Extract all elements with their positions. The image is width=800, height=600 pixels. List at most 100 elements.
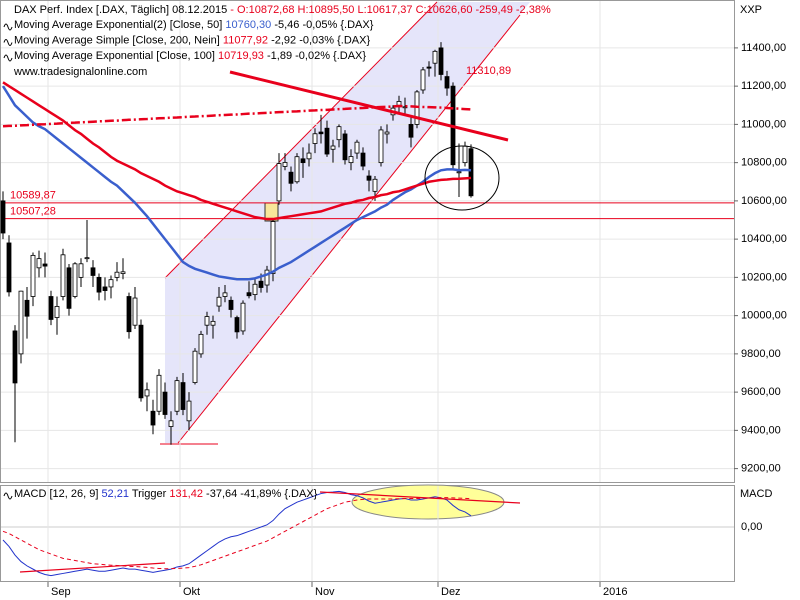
y-tick-label: 9200,00 <box>741 463 781 475</box>
legend-change: -37,64 -41,89% {.DAX} <box>206 488 318 500</box>
candle-body <box>462 145 468 164</box>
candle-body <box>246 292 252 297</box>
macd-axis-label: MACD <box>740 488 772 500</box>
legend-icon <box>3 23 13 31</box>
candle-body <box>210 320 216 326</box>
level-label: 10589,87 <box>10 190 56 202</box>
y-tick-label: 11400,00 <box>741 42 786 54</box>
highlight-circle <box>424 145 500 211</box>
legend-name: Moving Average Exponential(2) [Close, 50… <box>14 19 222 31</box>
line <box>2 104 472 128</box>
y-tick-label: 9400,00 <box>741 424 781 436</box>
legend-name: Moving Average Simple [Close, 200, Nein] <box>14 34 220 46</box>
candle-body <box>372 178 378 192</box>
candle-body <box>144 389 150 397</box>
candle-body <box>126 296 132 333</box>
candle-body <box>432 50 438 64</box>
candle-body <box>180 382 186 410</box>
unit-label: XXP <box>740 4 762 16</box>
x-tick-label: Sep <box>51 586 71 598</box>
candle-body <box>12 330 18 384</box>
legend-entry: Moving Average Exponential(2) [Close, 50… <box>14 19 374 31</box>
legend-icon <box>3 54 13 62</box>
legend-change: -1,89 -0,02% {.DAX} <box>267 50 366 62</box>
y-tick-label: 10600,00 <box>741 195 787 207</box>
candle-body <box>468 148 474 197</box>
candle-body <box>198 333 204 355</box>
candle-body <box>408 123 414 138</box>
line <box>2 81 472 221</box>
candle-body <box>360 152 366 167</box>
candle-body <box>264 269 270 286</box>
candle-body <box>36 258 42 269</box>
candle-body <box>300 158 306 164</box>
candle-body <box>330 145 336 150</box>
candle-body <box>108 279 114 288</box>
annotation: 11310,89 <box>466 65 511 77</box>
candle-body <box>282 162 288 167</box>
source: www.tradesignalonline.com <box>13 66 147 78</box>
candle-body <box>120 271 126 274</box>
candle-body <box>138 324 144 399</box>
legend-icon <box>3 492 13 500</box>
y-tick-label: 11000,00 <box>741 118 786 130</box>
candle-body <box>276 163 282 202</box>
candle-body <box>186 400 192 422</box>
level-label: 10507,28 <box>10 206 56 218</box>
candle-body <box>228 299 234 310</box>
macd-trend-line <box>319 491 521 504</box>
candle-body <box>324 127 330 155</box>
legend-entry: Moving Average Simple [Close, 200, Nein]… <box>14 34 370 46</box>
legend-name: MACD [12, 26, 9] <box>14 488 98 500</box>
candle-body <box>366 175 372 181</box>
candle-body <box>252 283 258 295</box>
candle-body <box>288 171 294 184</box>
candle-body <box>84 257 90 260</box>
candle-body <box>216 296 222 307</box>
candle-body <box>396 101 402 106</box>
candle-body <box>162 391 168 415</box>
legend-entry: Moving Average Exponential [Close, 100] … <box>14 50 366 62</box>
plot: 9200,00 9400,00 9600,00 9800,00 10000,00 1020… <box>0 1 787 598</box>
candle-body <box>156 374 162 412</box>
x-tick-label: Dez <box>441 586 461 598</box>
candle-body <box>24 299 30 317</box>
y-tick-label: 0,00 <box>741 521 762 533</box>
legend-value: 131,42 <box>169 488 203 500</box>
title: DAX Perf. Index [.DAX, Täglich] 08.12.20… <box>14 4 227 16</box>
candle-body <box>306 152 312 160</box>
candle-body <box>318 131 324 135</box>
candle-body <box>294 156 300 183</box>
candle-body <box>6 242 12 293</box>
candle-body <box>204 316 210 326</box>
legend-value: 52,21 <box>101 488 129 500</box>
x-tick-label: 2016 <box>603 586 627 598</box>
candle-body <box>426 66 432 69</box>
y-tick-label: 11200,00 <box>741 80 786 92</box>
candle-body <box>174 380 180 412</box>
candle-body <box>336 126 342 141</box>
legend-icon <box>3 39 13 46</box>
legend-value: 10719,93 <box>218 50 264 62</box>
y-tick-label: 10000,00 <box>741 310 787 322</box>
candle-body <box>342 133 348 161</box>
candle-body <box>30 254 36 297</box>
candle-body <box>456 171 462 174</box>
x-tick-label: Okt <box>183 586 200 598</box>
legend-name: Trigger <box>132 488 167 500</box>
candle-body <box>42 263 48 267</box>
candle-body <box>438 47 444 75</box>
legend-value: 11077,92 <box>223 34 268 46</box>
macd-trend-line <box>19 562 166 573</box>
candle-body <box>66 267 72 309</box>
candle-body <box>222 292 228 297</box>
candle-body <box>132 297 138 326</box>
trend-channel <box>165 2 530 443</box>
candle-body <box>420 69 426 91</box>
legend-change: -2,92 -0,03% {.DAX} <box>271 34 370 46</box>
candle-body <box>444 76 450 89</box>
candle-body <box>234 317 240 333</box>
line <box>1 85 472 281</box>
